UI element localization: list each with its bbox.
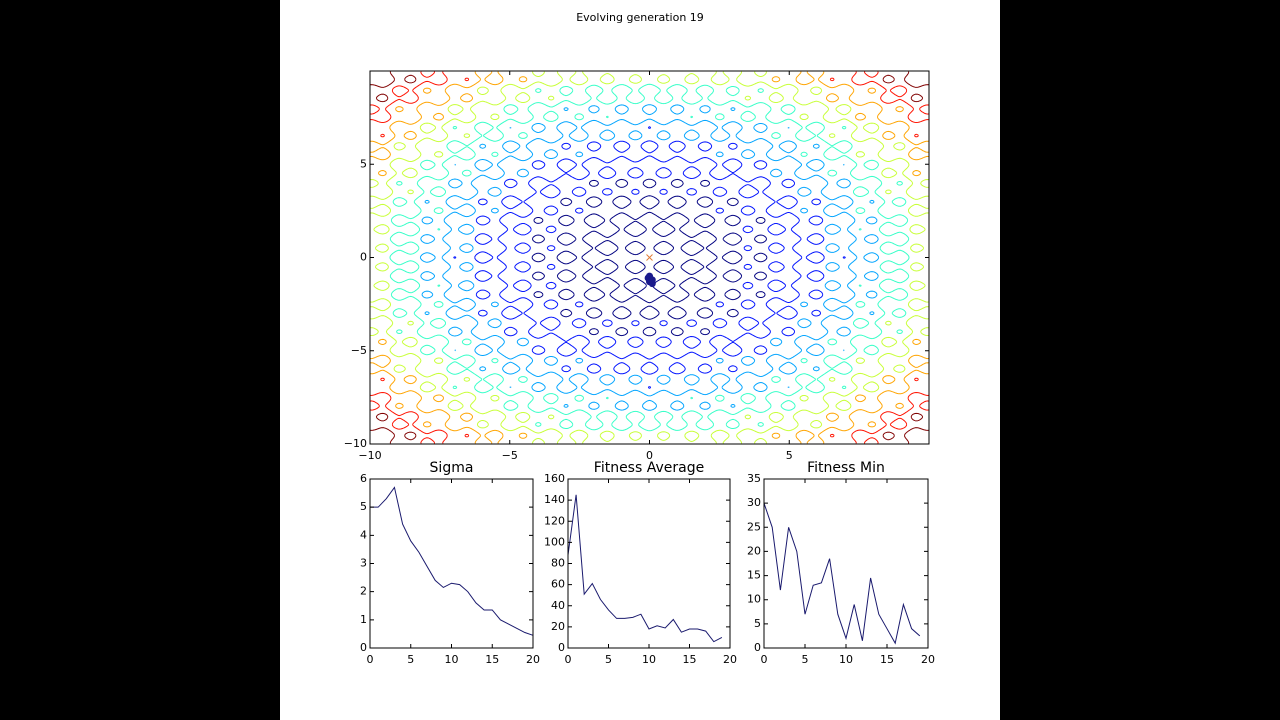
- x-tick-label: 5: [605, 653, 612, 666]
- y-tick-label: 6: [360, 472, 367, 485]
- y-tick-label: 0: [754, 641, 761, 654]
- x-tick-label: 20: [921, 653, 935, 666]
- y-tick-label: 30: [747, 496, 761, 509]
- x-tick-label: 10: [445, 653, 459, 666]
- line: [763, 502, 921, 645]
- x-tick-label: 0: [646, 449, 653, 462]
- y-tick-label: 80: [551, 557, 565, 570]
- y-tick-label: 1: [360, 613, 367, 626]
- x-tick-label: 5: [407, 653, 414, 666]
- x-tick-label: 10: [839, 653, 853, 666]
- x-tick-label: 10: [642, 653, 656, 666]
- y-tick-label: 15: [747, 569, 761, 582]
- y-tick-label: 120: [544, 514, 565, 527]
- figure-background: [280, 0, 1000, 720]
- y-tick-label: 10: [747, 593, 761, 606]
- contour-line: [389, 83, 910, 432]
- y-tick-label: 0: [558, 641, 565, 654]
- x-tick-label: 5: [802, 653, 809, 666]
- x-tick-label: 15: [683, 653, 697, 666]
- line: [370, 486, 534, 636]
- axes: Sigma 0 5 10 15 20 0 1 2 3 4 5 6: [360, 460, 540, 666]
- y-tick-label: −5: [351, 344, 367, 357]
- axes: Fitness Min 0 5 10 15 20 0 5 10 15 20 25 30 35: [747, 460, 935, 666]
- y-tick-label: 40: [551, 599, 565, 612]
- point: [648, 276, 656, 284]
- y-tick-label: 4: [360, 528, 367, 541]
- y-tick-label: 3: [360, 557, 367, 570]
- subplot-title: Sigma: [430, 460, 474, 476]
- x-tick-label: 0: [761, 653, 768, 666]
- x-tick-label: 0: [565, 653, 572, 666]
- y-tick-label: 5: [754, 617, 761, 630]
- y-tick-label: 2: [360, 585, 367, 598]
- line: [567, 494, 723, 643]
- x-tick-label: 20: [723, 653, 737, 666]
- contour-line: [453, 126, 846, 389]
- axes: Fitness Average 0 5 10 15 20 0 20 40 60 80 100 120 14…: [544, 460, 737, 666]
- x-tick-label: −5: [502, 449, 518, 462]
- subplot-title: Fitness Min: [807, 460, 885, 476]
- subplot-title: Fitness Average: [594, 460, 704, 476]
- x-tick-label: 15: [485, 653, 499, 666]
- x-tick-label: 20: [526, 653, 540, 666]
- y-tick-label: 35: [747, 472, 761, 485]
- x-tick-label: 5: [786, 449, 793, 462]
- figure-title: Evolving generation 19: [576, 11, 704, 24]
- y-tick-label: 60: [551, 578, 565, 591]
- x-tick-label: 0: [367, 653, 374, 666]
- y-tick-label: 0: [360, 641, 367, 654]
- contours: [370, 71, 929, 444]
- contour-line: [419, 104, 880, 411]
- y-tick-label: 20: [747, 544, 761, 557]
- y-tick-label: 20: [551, 620, 565, 633]
- x-tick-label: −10: [358, 449, 381, 462]
- contour-line: [531, 178, 768, 337]
- target-marker: [646, 254, 653, 261]
- y-tick-label: −10: [344, 437, 367, 450]
- y-tick-label: 140: [544, 493, 565, 506]
- x-tick-label: 15: [880, 653, 894, 666]
- y-tick-label: 160: [544, 472, 565, 485]
- y-tick-label: 5: [360, 157, 367, 170]
- y-tick-label: 5: [360, 500, 367, 513]
- y-tick-label: 25: [747, 520, 761, 533]
- y-tick-label: 100: [544, 535, 565, 548]
- axes: −10 −5 0 5 −10 −5 0 5: [344, 70, 930, 462]
- y-tick-label: 0: [360, 251, 367, 264]
